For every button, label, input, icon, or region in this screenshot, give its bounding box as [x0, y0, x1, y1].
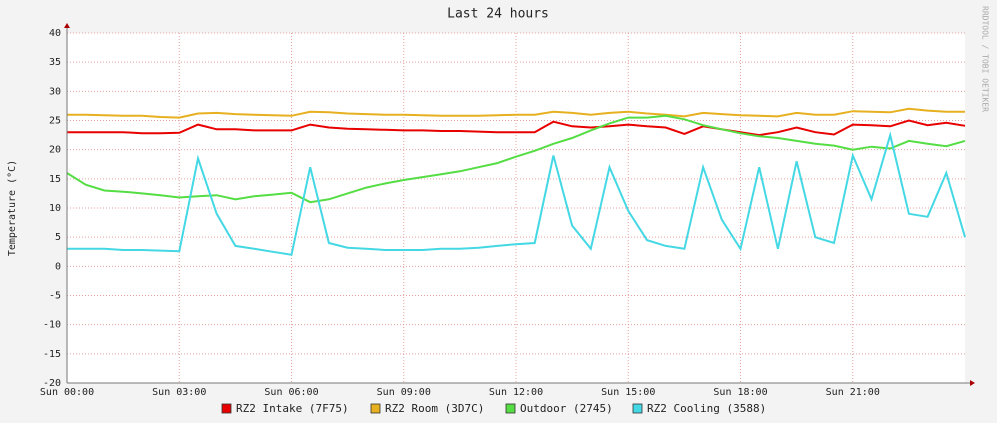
x-tick-label: Sun 18:00 [713, 387, 767, 398]
legend-swatch [632, 403, 643, 414]
y-tick-label: 40 [49, 28, 61, 39]
x-tick-label: Sun 09:00 [377, 387, 431, 398]
x-tick-label: Sun 06:00 [264, 387, 318, 398]
legend: RZ2 Intake (7F75) RZ2 Room (3D7C) Outdoor … [221, 402, 766, 415]
y-tick-label: -20 [43, 378, 61, 389]
legend-swatch [221, 403, 232, 414]
x-tick-label: Sun 03:00 [152, 387, 206, 398]
x-tick-label: Sun 15:00 [601, 387, 655, 398]
y-tick-label: 25 [49, 116, 61, 127]
series-line [67, 119, 966, 137]
y-tick-label: 5 [55, 232, 61, 243]
x-tick-label: Sun 12:00 [489, 387, 543, 398]
series-line [67, 131, 966, 256]
legend-label: Outdoor (2745) [520, 402, 613, 415]
y-tick-label: 15 [49, 174, 61, 185]
y-tick-label: -15 [43, 349, 61, 360]
y-tick-label: 30 [49, 86, 61, 97]
y-tick-label: 10 [49, 203, 61, 214]
y-tick-label: 20 [49, 145, 61, 156]
y-tick-label: -10 [43, 320, 61, 331]
x-tick-label: Sun 21:00 [826, 387, 880, 398]
series-line [67, 107, 965, 119]
y-tick-label: -5 [49, 291, 61, 302]
series-group [66, 107, 966, 256]
y-tick-label: 35 [49, 57, 61, 68]
chart-title: Last 24 hours [447, 7, 549, 22]
watermark: RRDTOOL / TOBI OETIKER [981, 6, 990, 112]
y-axis-label: Temperature (°C) [7, 160, 18, 256]
y-arrow [64, 23, 70, 28]
legend-label: RZ2 Intake (7F75) [236, 402, 349, 415]
y-tick-label: 0 [55, 261, 61, 272]
series-line [66, 114, 966, 204]
legend-swatch [370, 403, 381, 414]
x-arrow [970, 380, 975, 386]
legend-swatch [505, 403, 516, 414]
x-tick-label: Sun 00:00 [40, 387, 94, 398]
legend-label: RZ2 Room (3D7C) [385, 402, 484, 415]
legend-label: RZ2 Cooling (3588) [647, 402, 766, 415]
